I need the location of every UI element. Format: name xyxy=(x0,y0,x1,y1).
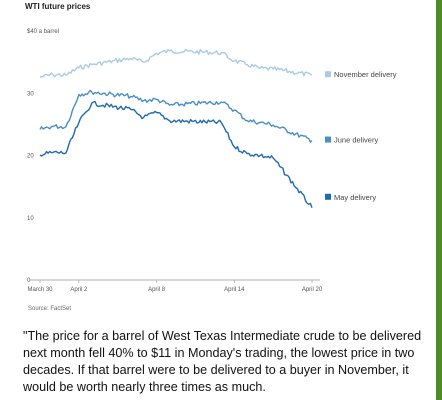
series-line-2 xyxy=(39,100,313,209)
x-tick-label: April 8 xyxy=(148,287,166,293)
series-line-1 xyxy=(39,89,313,143)
legend-swatch-0 xyxy=(325,71,331,78)
legend-label-2: May delivery xyxy=(334,193,376,202)
legend-label-1: June delivery xyxy=(334,136,378,145)
chart-title: WTI future prices xyxy=(25,2,91,11)
line-chart: $40 a barrel 30 20 10 0 March 30 April 2 April … xyxy=(27,29,397,293)
legend-swatch-2 xyxy=(325,193,331,200)
y-tick-label: 10 xyxy=(27,216,34,222)
y-tick-label: 0 xyxy=(27,278,31,284)
chart-source: Source: FactSet xyxy=(28,306,72,312)
y-tick-label: 20 xyxy=(27,154,34,160)
y-tick-label: $40 a barrel xyxy=(27,29,59,35)
quote-text: "The price for a barrel of West Texas In… xyxy=(23,329,422,394)
x-tick-label: March 30 xyxy=(27,287,53,293)
x-tick-label: April 20 xyxy=(302,287,323,293)
legend-label-0: November delivery xyxy=(334,70,397,79)
x-tick-label: April 14 xyxy=(224,287,245,293)
series-line-0 xyxy=(39,48,313,78)
y-tick-label: 30 xyxy=(27,91,34,97)
x-tick-label: April 2 xyxy=(70,287,88,293)
legend-swatch-1 xyxy=(325,136,331,143)
